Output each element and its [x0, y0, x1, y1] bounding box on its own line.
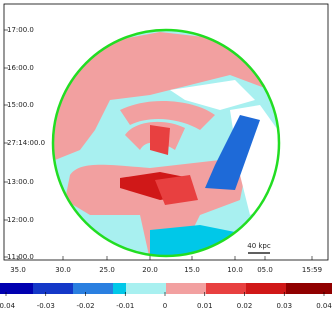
colorbar-label: -0.02: [76, 302, 94, 310]
y-tick-label: 15:00.0: [7, 101, 34, 109]
x-tick-label: 10.0: [227, 266, 243, 274]
y-tick-label: 27:14:00.0: [7, 139, 45, 147]
x-tick-label: 05.0: [257, 266, 273, 274]
x-tick-label: 15:59: [302, 266, 322, 274]
y-tick-label: 16:00.0: [7, 64, 34, 72]
colorbar-label: 0: [163, 302, 167, 310]
y-tick-label: 17:00.0: [7, 26, 34, 34]
colorbar-label: -0.03: [37, 302, 55, 310]
x-tick-label: 25.0: [99, 266, 115, 274]
colorbar-label: -0.04: [0, 302, 16, 310]
aperture-circle: [51, 28, 281, 258]
y-tick-label: 11:00.0: [7, 253, 34, 261]
scale-bar-label: 40 kpc: [247, 242, 271, 250]
colorbar-label: 0.04: [316, 302, 332, 310]
x-tick-label: 15.0: [184, 266, 200, 274]
colorbar-label: 0.03: [276, 302, 292, 310]
colorbar-label: 0.01: [197, 302, 213, 310]
x-tick-label: 20.0: [142, 266, 158, 274]
colorbar-label: 0.02: [237, 302, 253, 310]
y-tick-label: 12:00.0: [7, 216, 34, 224]
x-tick-label: 30.0: [55, 266, 71, 274]
x-tick-label: 35.0: [10, 266, 26, 274]
colorbar-label: -0.01: [116, 302, 134, 310]
y-tick-label: 13:00.0: [7, 178, 34, 186]
colorbar: [0, 283, 332, 294]
